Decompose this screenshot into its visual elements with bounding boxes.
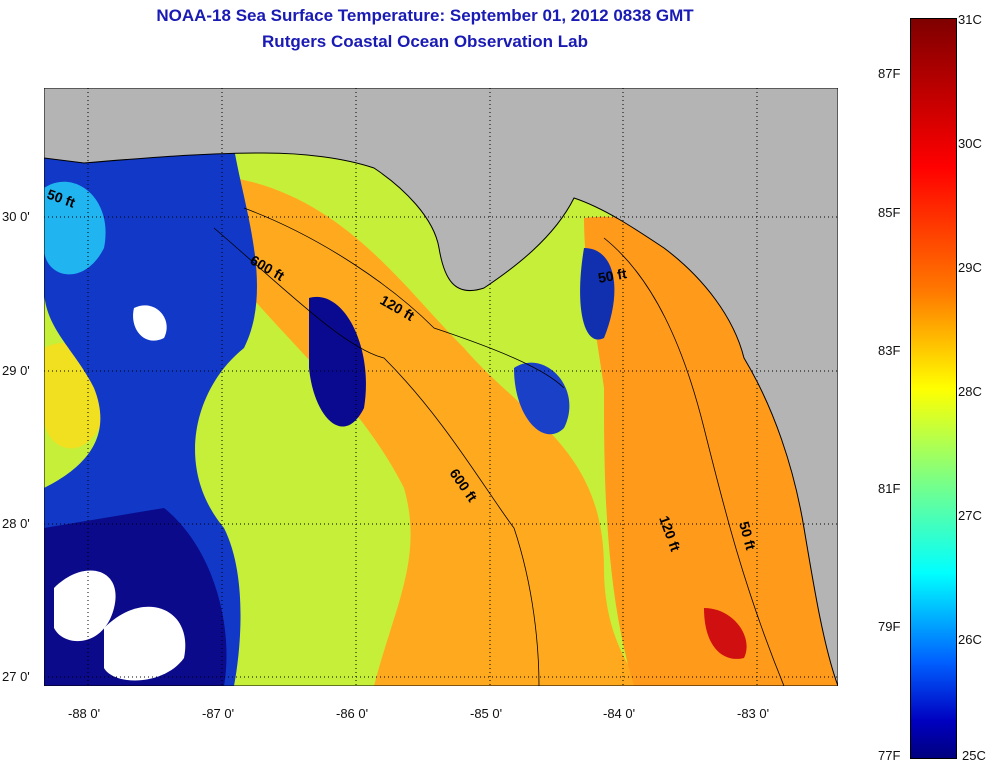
lon-tick-label: -87 0' xyxy=(202,706,235,721)
colorbar-c-label: 27C xyxy=(958,508,982,523)
colorbar-c-label: 28C xyxy=(958,384,982,399)
colorbar-f-label: 87F xyxy=(878,66,901,81)
lon-tick-label: -85 0' xyxy=(470,706,503,721)
colorbar-c-label: 29C xyxy=(958,260,982,275)
colorbar xyxy=(910,18,957,759)
lon-tick-label: -86 0' xyxy=(336,706,369,721)
land xyxy=(44,88,838,686)
contour-label: 50 ft xyxy=(597,265,628,286)
lat-tick-label: 28 0' xyxy=(2,516,30,531)
lon-tick-label: -88 0' xyxy=(68,706,101,721)
lon-tick-label: -84 0' xyxy=(603,706,636,721)
colorbar-f-label: 79F xyxy=(878,619,901,634)
cool-regions xyxy=(44,124,615,686)
sst-map: 50 ft 600 ft 120 ft 600 ft 50 ft 120 ft … xyxy=(44,88,838,686)
colorbar-f-label: 85F xyxy=(878,205,901,220)
colorbar-f-label: 81F xyxy=(878,481,901,496)
lat-tick-label: 27 0' xyxy=(2,669,30,684)
lat-tick-label: 30 0' xyxy=(2,209,30,224)
ocean-isobath-120ft xyxy=(243,207,565,389)
lat-tick-label: 29 0' xyxy=(2,363,30,378)
colorbar-f-label: 83F xyxy=(878,343,901,358)
ocean-isobath-600ft xyxy=(213,227,540,686)
graticule xyxy=(44,88,838,686)
colorbar-c-label: 26C xyxy=(958,632,982,647)
ocean-isobath-50ft xyxy=(603,237,785,686)
map-subtitle: Rutgers Coastal Ocean Observation Lab xyxy=(262,32,588,51)
lon-tick-label: -83 0' xyxy=(737,706,770,721)
contour-label: 50 ft xyxy=(736,520,759,552)
colorbar-c-label: 30C xyxy=(958,136,982,151)
map-title: NOAA-18 Sea Surface Temperature: Septemb… xyxy=(156,6,694,25)
cloud-regions xyxy=(54,305,186,681)
colorbar-c-label: 25C xyxy=(962,748,986,763)
colorbar-c-label: 31C xyxy=(958,12,982,27)
colorbar-f-label: 77F xyxy=(878,748,901,763)
